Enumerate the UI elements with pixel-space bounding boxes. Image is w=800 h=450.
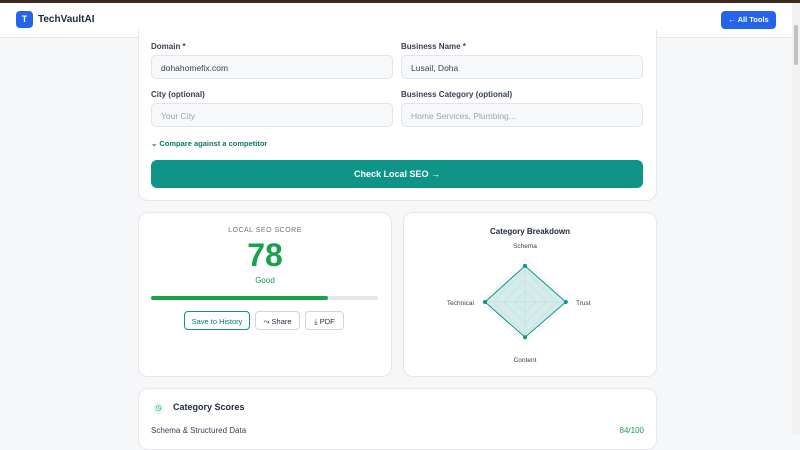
radar-area xyxy=(484,265,567,338)
text-input[interactable]: Your City xyxy=(151,103,393,127)
scores-icon: ◷ xyxy=(153,403,164,414)
share-text: Share xyxy=(271,317,292,326)
field-label: Business Category (optional) xyxy=(401,90,513,99)
brand: TechVaultAI xyxy=(38,14,95,25)
scroll-thumb[interactable] xyxy=(794,25,798,65)
progress-track xyxy=(151,296,378,300)
submit-button[interactable]: Check Local SEO → xyxy=(151,160,643,188)
axis-label: Technical xyxy=(447,300,475,307)
radar-point xyxy=(523,335,527,340)
form-card: Domain * dohahomefix.com Business Name * Lu… xyxy=(138,30,657,201)
radar-point xyxy=(523,263,527,268)
competitor-toggle[interactable]: ⌄ Compare against a competitor xyxy=(151,139,268,148)
radar-chart: Category Breakdown Schema Trust Content Tec… xyxy=(447,227,591,364)
row-name: Schema & Structured Data xyxy=(151,426,247,435)
field-label: Domain * xyxy=(151,42,186,51)
pdf-text: PDF xyxy=(319,317,335,326)
score-card: LOCAL SEO SCORE 78 Good Save to History … xyxy=(138,212,392,377)
text-input[interactable]: dohahomefix.com xyxy=(151,55,393,79)
save-button[interactable]: Save to History xyxy=(184,311,250,330)
radar-point xyxy=(483,300,488,304)
axis-label: Content xyxy=(514,357,537,364)
field-label: Business Name * xyxy=(401,42,466,51)
axis-label: Schema xyxy=(513,243,537,250)
scores-title: Category Scores xyxy=(173,402,245,412)
axis-label: Trust xyxy=(576,300,591,307)
competitor-text: Compare against a competitor xyxy=(159,139,268,148)
progress-fill xyxy=(151,296,329,300)
category-scores-card: ◷ Category Scores Schema & Structured Da… xyxy=(138,388,657,450)
window-edge xyxy=(0,0,800,3)
row-score: 84/100 xyxy=(619,426,644,435)
text-input[interactable]: Home Services, Plumbing... xyxy=(401,103,643,127)
all-tools-button[interactable]: ← All Tools xyxy=(721,11,776,29)
pdf-button[interactable]: ⤓ PDF xyxy=(305,311,344,330)
scrollbar xyxy=(792,3,800,434)
score-rating: Good xyxy=(255,276,275,285)
text-input[interactable]: Lusail, Doha xyxy=(401,55,643,79)
radar-card: Category Breakdown Schema Trust Content Tec… xyxy=(403,212,657,377)
score-value: 78 xyxy=(247,237,283,273)
radar-point xyxy=(563,300,568,304)
chart-title: Category Breakdown xyxy=(490,227,570,236)
share-button[interactable]: ⤳ Share xyxy=(255,311,300,330)
score-heading: LOCAL SEO SCORE xyxy=(228,227,302,234)
field-label: City (optional) xyxy=(151,90,205,99)
logo: T xyxy=(16,11,33,28)
